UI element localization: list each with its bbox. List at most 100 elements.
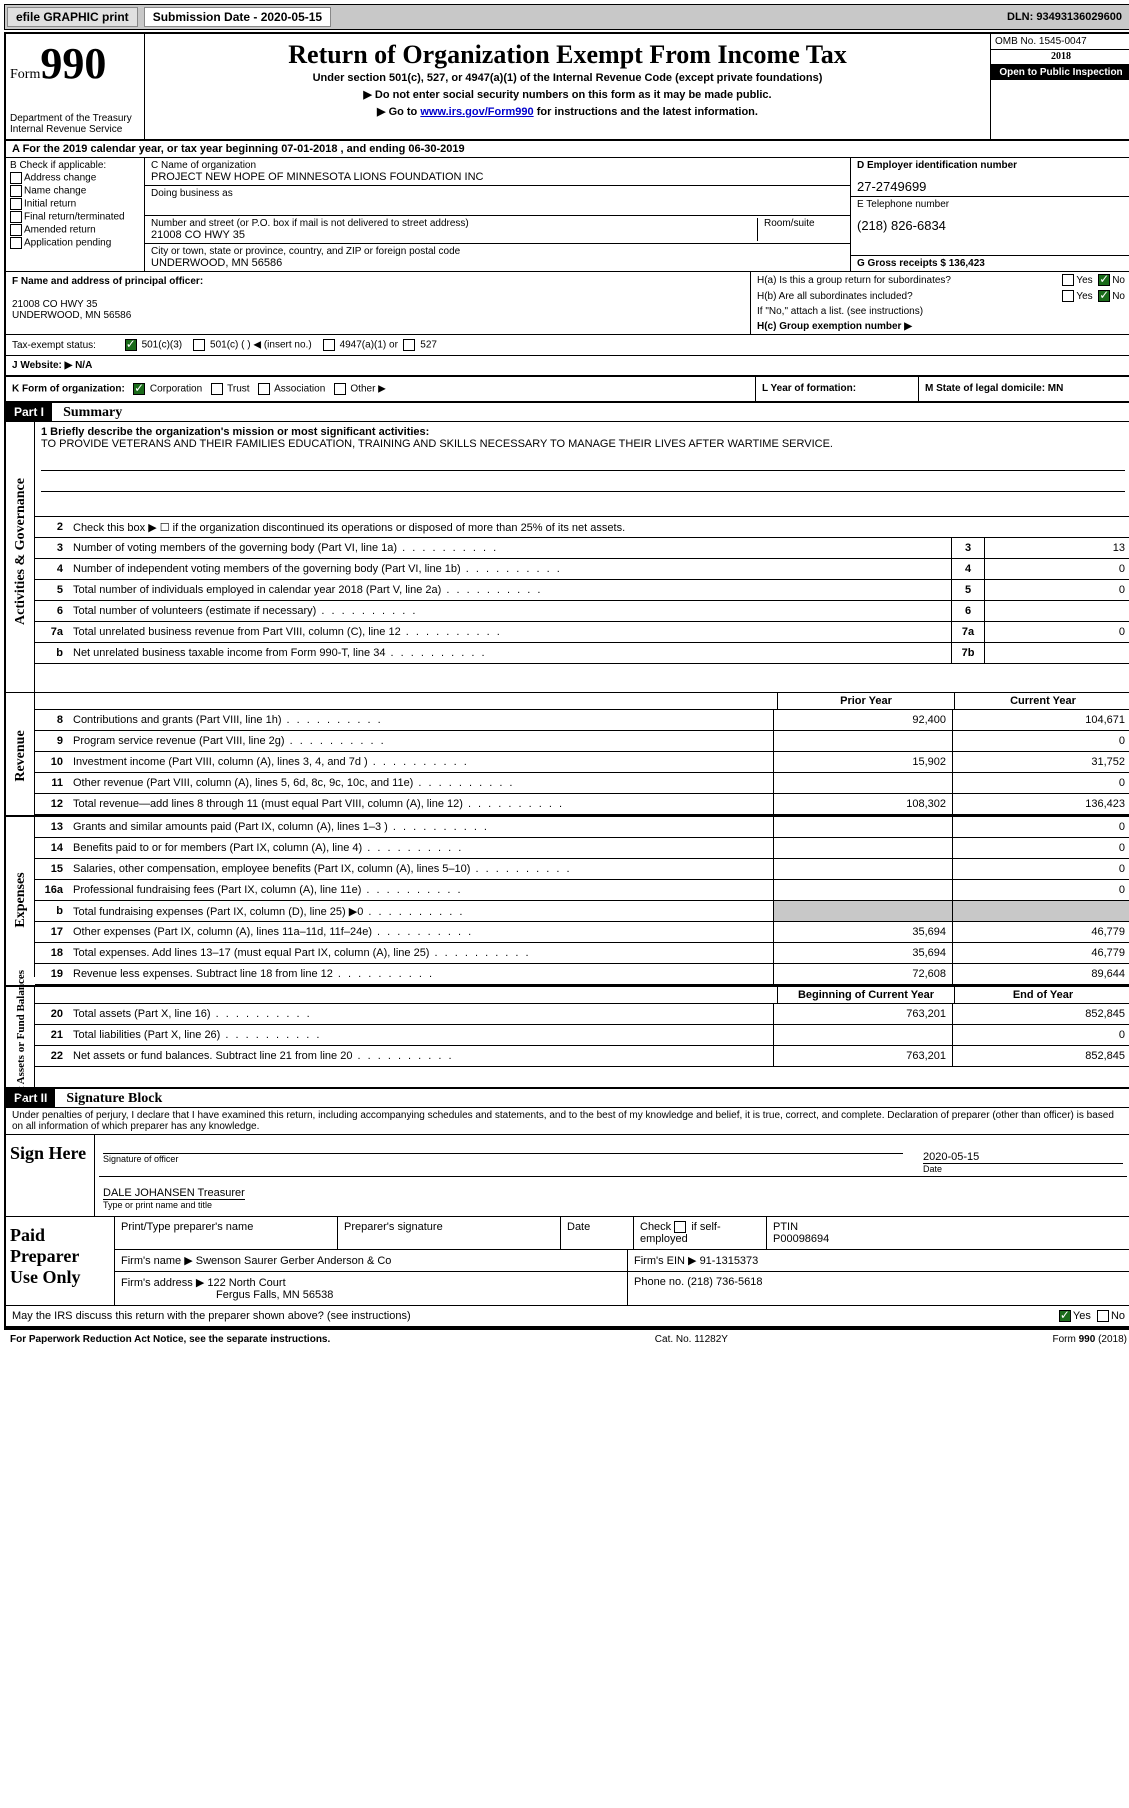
line-22-desc: Net assets or fund balances. Subtract li…	[69, 1048, 773, 1064]
line-11-desc: Other revenue (Part VIII, column (A), li…	[69, 775, 773, 791]
line-7a-num: 7a	[35, 626, 69, 638]
efile-print-button[interactable]: efile GRAPHIC print	[7, 7, 138, 27]
line-b-value	[984, 643, 1129, 663]
line-2-num: 2	[35, 521, 69, 533]
form-number: 990	[40, 39, 106, 88]
line-b-desc: Total fundraising expenses (Part IX, col…	[69, 903, 773, 920]
ha-label: H(a) Is this a group return for subordin…	[757, 275, 1062, 286]
officer-name-label: Type or print name and title	[103, 1199, 245, 1210]
gross-receipts: G Gross receipts $ 136,423	[851, 255, 1129, 271]
line-b-prior	[773, 901, 952, 921]
line-15-desc: Salaries, other compensation, employee b…	[69, 861, 773, 877]
line-13-prior	[773, 817, 952, 837]
chk-4947[interactable]	[323, 339, 335, 351]
line-10-desc: Investment income (Part VIII, column (A)…	[69, 754, 773, 770]
discuss-yes[interactable]	[1059, 1310, 1071, 1322]
ptin-value: P00098694	[773, 1233, 1125, 1245]
line-b-desc: Net unrelated business taxable income fr…	[69, 645, 951, 661]
line-12-desc: Total revenue—add lines 8 through 11 (mu…	[69, 796, 773, 812]
line-17-prior: 35,694	[773, 922, 952, 942]
mission-label: 1 Briefly describe the organization's mi…	[41, 426, 1125, 438]
line-b-box: 7b	[951, 643, 984, 663]
line-5-desc: Total number of individuals employed in …	[69, 582, 951, 598]
line-6-desc: Total number of volunteers (estimate if …	[69, 603, 951, 619]
chk-address-change[interactable]: Address change	[10, 172, 140, 184]
line-4-num: 4	[35, 563, 69, 575]
chk-other[interactable]	[334, 383, 346, 395]
chk-association[interactable]	[258, 383, 270, 395]
chk-final-return[interactable]: Final return/terminated	[10, 211, 140, 223]
line-22-current: 852,845	[952, 1046, 1129, 1066]
chk-corporation[interactable]	[133, 383, 145, 395]
section-b-title: B Check if applicable:	[10, 160, 140, 171]
hb-yes[interactable]	[1062, 290, 1074, 302]
ha-no[interactable]	[1098, 274, 1110, 286]
sign-here-label: Sign Here	[6, 1135, 95, 1216]
line-9-current: 0	[952, 731, 1129, 751]
row-m-domicile: M State of legal domicile: MN	[918, 377, 1129, 401]
line-10-current: 31,752	[952, 752, 1129, 772]
firm-addr-label: Firm's address ▶	[121, 1277, 204, 1289]
line-11-prior	[773, 773, 952, 793]
ha-yes[interactable]	[1062, 274, 1074, 286]
chk-name-change[interactable]: Name change	[10, 185, 140, 197]
current-year-header: Current Year	[954, 693, 1129, 709]
line-19-desc: Revenue less expenses. Subtract line 18 …	[69, 966, 773, 982]
form-id-block: Form990 Department of the Treasury Inter…	[6, 34, 145, 139]
chk-initial-return[interactable]: Initial return	[10, 198, 140, 210]
line-19-current: 89,644	[952, 964, 1129, 984]
submission-date: Submission Date - 2020-05-15	[144, 7, 331, 27]
line-9-desc: Program service revenue (Part VIII, line…	[69, 733, 773, 749]
org-name: PROJECT NEW HOPE OF MINNESOTA LIONS FOUN…	[151, 171, 844, 183]
line-18-current: 46,779	[952, 943, 1129, 963]
side-tab-governance: Activities & Governance	[13, 495, 29, 625]
chk-amended-return[interactable]: Amended return	[10, 224, 140, 236]
side-tab-revenue: Revenue	[13, 691, 29, 821]
line-15-prior	[773, 859, 952, 879]
firm-phone: (218) 736-5618	[687, 1276, 762, 1288]
chk-application-pending[interactable]: Application pending	[10, 237, 140, 249]
form-word: Form	[10, 67, 40, 82]
line-14-current: 0	[952, 838, 1129, 858]
chk-self-employed[interactable]	[674, 1221, 686, 1233]
line-17-current: 46,779	[952, 922, 1129, 942]
principal-addr2: UNDERWOOD, MN 56586	[12, 310, 744, 321]
line-15-num: 15	[35, 863, 69, 875]
line-20-num: 20	[35, 1008, 69, 1020]
ptin-label: PTIN	[773, 1221, 1125, 1233]
line-4-desc: Number of independent voting members of …	[69, 561, 951, 577]
line-12-prior: 108,302	[773, 794, 952, 814]
firm-ein: 91-1315373	[700, 1255, 759, 1267]
side-tab-net-assets: Net Assets or Fund Balances	[15, 973, 27, 1103]
line-18-desc: Total expenses. Add lines 13–17 (must eq…	[69, 945, 773, 961]
part-2-title: Signature Block	[58, 1091, 162, 1106]
line-20-current: 852,845	[952, 1004, 1129, 1024]
line-16a-num: 16a	[35, 884, 69, 896]
chk-501c3[interactable]	[125, 339, 137, 351]
chk-527[interactable]	[403, 339, 415, 351]
subtitle-3: ▶ Go to www.irs.gov/Form990 for instruct…	[153, 105, 982, 118]
line-12-num: 12	[35, 798, 69, 810]
form990-link[interactable]: www.irs.gov/Form990	[420, 106, 533, 118]
chk-501c[interactable]	[193, 339, 205, 351]
dba-field: Doing business as	[145, 186, 850, 216]
sig-date: 2020-05-15	[923, 1151, 1123, 1163]
chk-trust[interactable]	[211, 383, 223, 395]
line-5-value: 0	[984, 580, 1129, 600]
form-990: Form990 Department of the Treasury Inter…	[4, 32, 1129, 1328]
street-field: Number and street (or P.O. box if mail i…	[145, 216, 850, 244]
line-b-num: b	[35, 905, 69, 917]
phone-label: E Telephone number	[851, 196, 1129, 212]
discuss-no[interactable]	[1097, 1310, 1109, 1322]
sig-date-label: Date	[923, 1163, 1123, 1174]
line-22-num: 22	[35, 1050, 69, 1062]
hb-no[interactable]	[1098, 290, 1110, 302]
line-10-prior: 15,902	[773, 752, 952, 772]
line-4-box: 4	[951, 559, 984, 579]
line-5-box: 5	[951, 580, 984, 600]
end-year-header: End of Year	[954, 987, 1129, 1003]
line-3-box: 3	[951, 538, 984, 558]
phone-value: (218) 826-6834	[851, 212, 1129, 235]
discuss-preparer-question: May the IRS discuss this return with the…	[12, 1310, 411, 1322]
line-11-num: 11	[35, 777, 69, 789]
